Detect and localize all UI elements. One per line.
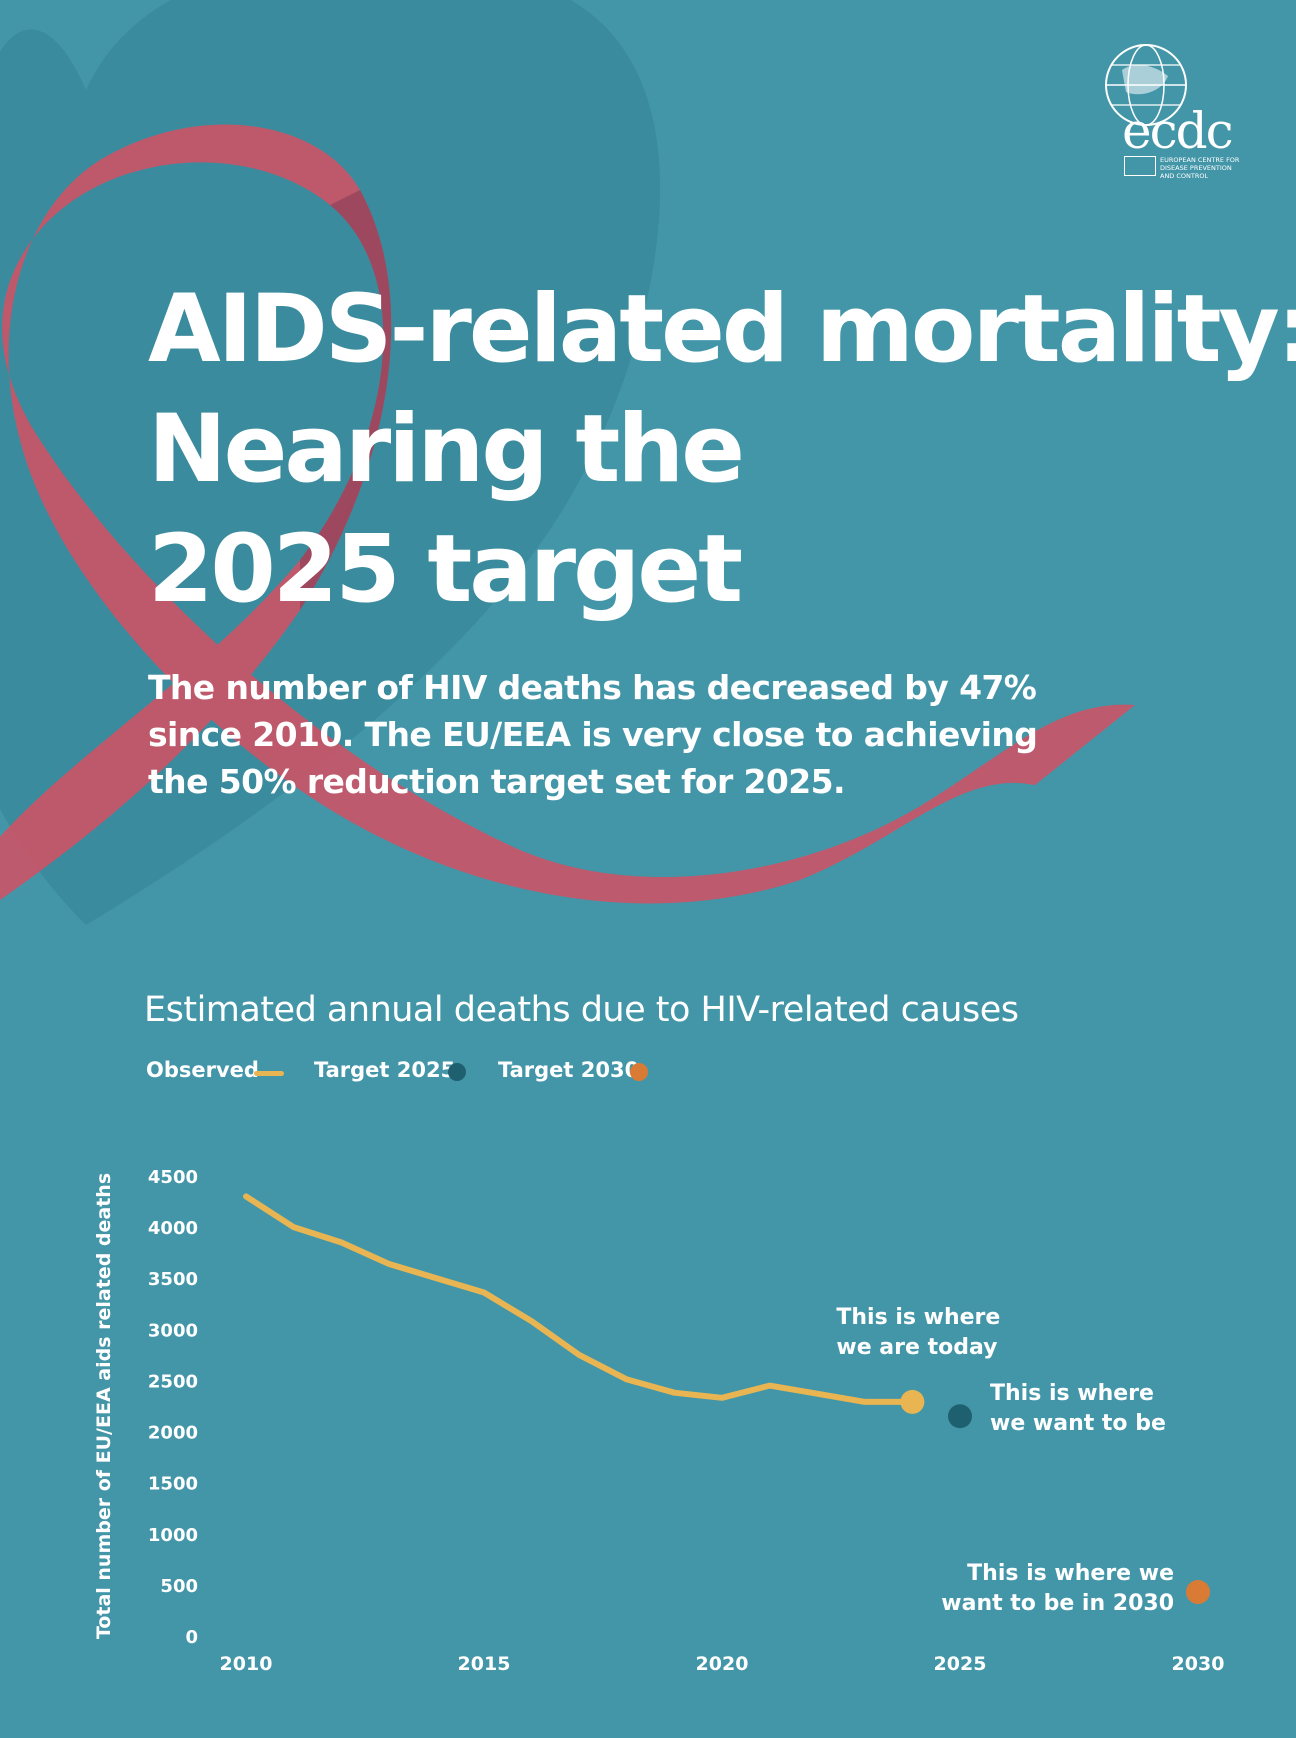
- annotation-line: This is where we: [967, 1561, 1174, 1586]
- y-tick-label: 2000: [148, 1423, 198, 1444]
- ecdc-logo: ecdc EUROPEAN CENTRE FOR DISEASE PREVENTI…: [1090, 40, 1260, 190]
- x-tick-label: 2020: [696, 1653, 749, 1675]
- summary-text: The number of HIV deaths has decreased b…: [148, 664, 1038, 805]
- y-tick-label: 3000: [148, 1320, 198, 1341]
- title-line: Nearing the: [148, 395, 745, 504]
- legend-dot-swatch: [630, 1063, 648, 1081]
- legend-label: Target 2025: [314, 1058, 456, 1082]
- x-tick-label: 2025: [934, 1653, 987, 1675]
- legend-item-target-2025: Target 2025: [314, 1058, 455, 1082]
- title-line: 2025 target: [148, 515, 743, 624]
- observed-series-line: [243, 1193, 916, 1405]
- eu-flag-icon: [1124, 156, 1156, 176]
- ribbon-loop: [0, 124, 1135, 904]
- legend-label: Target 2030: [498, 1058, 640, 1082]
- annotation-line: we are today: [836, 1335, 997, 1360]
- x-tick-label: 2030: [1172, 1653, 1225, 1675]
- target-2030-point: [1186, 1580, 1210, 1605]
- observed-latest-point: [900, 1389, 925, 1414]
- legend-item-observed: Observed: [146, 1058, 259, 1082]
- y-tick-label: 4500: [148, 1167, 198, 1188]
- x-tick-label: 2015: [458, 1653, 511, 1675]
- summary-line: The number of HIV deaths has decreased b…: [148, 668, 1037, 707]
- annotation-line: want to be in 2030: [941, 1591, 1174, 1616]
- line-chart: Total number of EU/EEA aids related deat…: [93, 1167, 1225, 1675]
- y-axis-label: Total number of EU/EEA aids related deat…: [93, 1173, 115, 1639]
- annotation-line: we want to be: [990, 1411, 1166, 1436]
- annotation-line: This is where: [990, 1381, 1154, 1406]
- globe-icon: [1105, 44, 1187, 126]
- y-tick-label: 2500: [148, 1371, 198, 1392]
- legend-line-swatch: [254, 1071, 284, 1076]
- y-tick-label: 4000: [148, 1218, 198, 1239]
- y-tick-label: 3500: [148, 1269, 198, 1290]
- summary-line: since 2010. The EU/EEA is very close to …: [148, 715, 1038, 754]
- page-title: AIDS-related mortality: Nearing the 2025…: [148, 270, 1296, 630]
- summary-line: the 50% reduction target set for 2025.: [148, 762, 846, 801]
- annotation-line: This is where: [836, 1305, 1000, 1330]
- ribbon-shadow: [300, 190, 392, 610]
- target-2025-point: [948, 1404, 972, 1429]
- chart-title: Estimated annual deaths due to HIV-relat…: [144, 990, 1019, 1030]
- legend-dot-swatch: [448, 1063, 466, 1081]
- title-line: AIDS-related mortality:: [148, 275, 1296, 384]
- background-illustration: [0, 0, 1135, 925]
- y-tick-label: 500: [160, 1576, 198, 1597]
- y-tick-label: 1000: [148, 1525, 198, 1546]
- y-tick-label: 1500: [148, 1474, 198, 1495]
- legend-label: Observed: [146, 1058, 259, 1082]
- x-tick-label: 2010: [220, 1653, 273, 1675]
- logo-wordmark: ecdc: [1122, 102, 1234, 160]
- logo-agency-name: EUROPEAN CENTRE FOR DISEASE PREVENTION AND…: [1124, 156, 1244, 180]
- legend-item-target-2030: Target 2030: [498, 1058, 639, 1082]
- y-tick-label: 0: [185, 1627, 198, 1648]
